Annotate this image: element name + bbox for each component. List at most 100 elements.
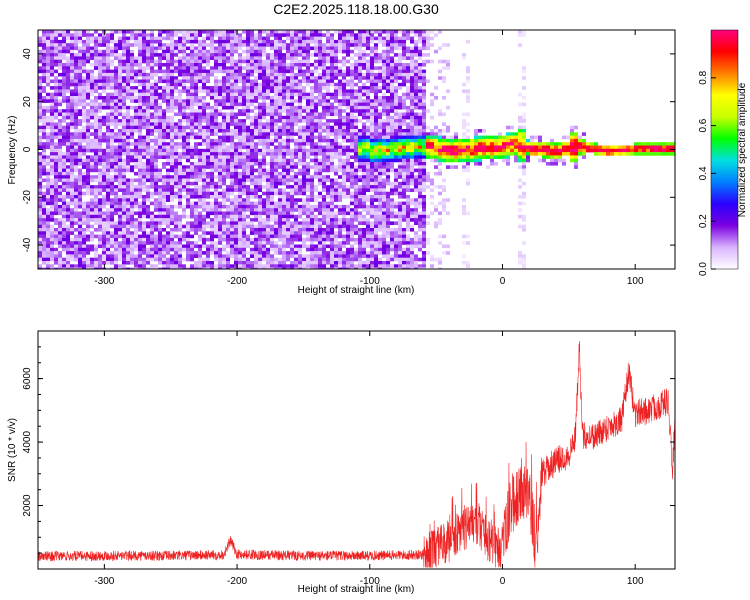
heatmap-cell: [174, 89, 178, 93]
heatmap-cell: [238, 135, 242, 140]
heatmap-cell: [154, 119, 158, 123]
heatmap-cell: [66, 152, 70, 156]
heatmap-cell: [222, 86, 226, 90]
heatmap-cell: [58, 63, 62, 67]
heatmap-cell: [66, 109, 70, 113]
heatmap-cell: [38, 264, 42, 268]
heatmap-cell: [286, 119, 290, 123]
heatmap-cell: [142, 198, 146, 202]
heatmap-cell: [182, 211, 186, 216]
heatmap-cell: [194, 89, 198, 93]
heatmap-cell: [258, 214, 262, 219]
heatmap-cell: [186, 171, 190, 176]
heatmap-cell: [154, 92, 158, 97]
heatmap-cell: [194, 39, 198, 44]
heatmap-cell: [298, 66, 302, 70]
heatmap-cell: [242, 105, 246, 110]
heatmap-cell: [146, 96, 150, 100]
heatmap-cell: [162, 198, 166, 202]
heatmap-cell: [46, 142, 50, 146]
heatmap-cell: [50, 66, 54, 70]
heatmap-cell: [270, 211, 274, 216]
heatmap-cell: [90, 175, 94, 179]
heatmap-cell: [278, 181, 282, 186]
heatmap-cell: [266, 201, 270, 206]
heatmap-cell: [306, 231, 310, 235]
heatmap-cell: [102, 231, 106, 235]
heatmap-cell: [82, 204, 86, 209]
heatmap-cell: [282, 43, 286, 47]
heatmap-cell: [186, 241, 190, 245]
heatmap-cell: [58, 72, 62, 77]
heatmap-cell: [250, 122, 254, 126]
heatmap-cell: [50, 231, 54, 235]
heatmap-cell: [294, 251, 298, 255]
heatmap-cell: [94, 257, 98, 262]
heatmap-cell: [246, 79, 250, 84]
heatmap-cell: [78, 92, 82, 97]
heatmap-cell: [294, 30, 298, 34]
heatmap-cell: [142, 204, 146, 209]
heatmap-cell: [90, 138, 94, 143]
heatmap-cell: [50, 56, 54, 60]
heatmap-cell: [106, 168, 110, 173]
heatmap-cell: [110, 198, 114, 202]
heatmap-cell: [234, 165, 238, 169]
heatmap-cell: [346, 119, 350, 123]
heatmap-cell: [306, 76, 310, 80]
heatmap-cell: [322, 79, 326, 84]
heatmap-cell: [150, 254, 154, 258]
heatmap-cell: [234, 49, 238, 54]
heatmap-cell: [306, 264, 310, 268]
heatmap-cell: [302, 30, 306, 34]
heatmap-cell: [270, 152, 274, 156]
heatmap-cell: [42, 96, 46, 100]
heatmap-cell: [338, 132, 342, 136]
heatmap-cell: [166, 132, 170, 136]
heatmap-cell: [202, 39, 206, 44]
heatmap-cell: [78, 152, 82, 156]
heatmap-cell: [110, 79, 114, 84]
heatmap-cell: [310, 148, 314, 153]
heatmap-cell: [218, 109, 222, 113]
heatmap-cell: [230, 142, 234, 146]
heatmap-cell: [82, 254, 86, 258]
heatmap-cell: [186, 181, 190, 186]
heatmap-cell: [238, 204, 242, 209]
heatmap-cell: [234, 69, 238, 74]
heatmap-cell: [182, 129, 186, 133]
heatmap-cell: [226, 92, 230, 97]
heatmap-cell: [186, 221, 190, 225]
heatmap-cell: [106, 82, 110, 87]
heatmap-cell: [242, 208, 246, 212]
heatmap-cell: [62, 79, 66, 84]
heatmap-cell: [126, 53, 130, 57]
heatmap-cell: [294, 145, 298, 150]
heatmap-cell: [146, 46, 150, 51]
heatmap-cell: [206, 119, 210, 123]
heatmap-cell: [338, 43, 342, 47]
heatmap-cell: [74, 152, 78, 156]
heatmap-cell: [146, 129, 150, 133]
heatmap-cell: [162, 63, 166, 67]
heatmap-cell: [50, 122, 54, 126]
heatmap-cell: [154, 138, 158, 143]
heatmap-cell: [346, 178, 350, 183]
heatmap-cell: [134, 178, 138, 183]
heatmap-cell: [326, 208, 330, 212]
heatmap-cell: [138, 59, 142, 64]
heatmap-cell: [222, 218, 226, 222]
heatmap-cell: [210, 162, 214, 166]
heatmap-cell: [162, 155, 166, 159]
heatmap-cell: [290, 46, 294, 51]
heatmap-cell: [202, 185, 206, 189]
heatmap-cell: [98, 36, 102, 41]
heatmap-cell: [46, 56, 50, 60]
heatmap-cell: [38, 79, 42, 84]
heatmap-cell: [130, 214, 134, 219]
heatmap-cell: [182, 46, 186, 51]
heatmap-cell: [50, 211, 54, 216]
heatmap-cell: [330, 82, 334, 87]
heatmap-cell: [210, 86, 214, 90]
